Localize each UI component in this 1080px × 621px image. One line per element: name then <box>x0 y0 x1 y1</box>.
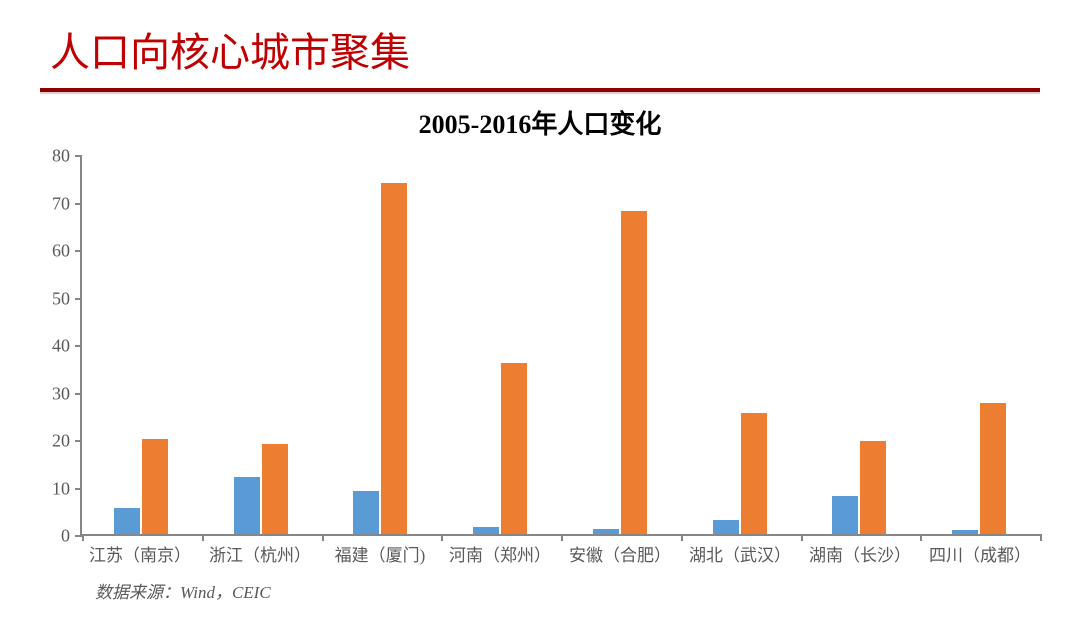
y-tick-mark <box>75 440 82 442</box>
x-tick-mark <box>202 534 204 541</box>
y-tick-mark <box>75 298 82 300</box>
bar <box>593 529 619 534</box>
chart-title: 2005-2016年人口变化 <box>40 104 1040 141</box>
y-tick-label: 70 <box>52 193 70 214</box>
x-tick-mark <box>561 534 563 541</box>
x-tick-label: 安徽（合肥） <box>560 541 680 566</box>
bar <box>381 183 407 535</box>
y-tick-label: 50 <box>52 288 70 309</box>
bar <box>114 508 140 534</box>
plot-area <box>80 156 1040 536</box>
x-tick-label: 浙江（杭州） <box>200 541 320 566</box>
bar <box>621 211 647 534</box>
bar-group <box>801 156 921 534</box>
bar <box>952 530 978 534</box>
source-label: 数据来源：Wind，CEIC <box>95 578 271 603</box>
bar-group <box>441 156 561 534</box>
x-tick-mark <box>322 534 324 541</box>
x-tick-label: 福建（厦门) <box>320 541 440 566</box>
y-tick-mark <box>75 488 82 490</box>
bar-group <box>681 156 801 534</box>
bar-group <box>82 156 202 534</box>
y-tick-mark <box>75 535 82 537</box>
bar <box>501 363 527 534</box>
bar-group <box>561 156 681 534</box>
x-tick-label: 湖北（武汉） <box>680 541 800 566</box>
y-tick-mark <box>75 155 82 157</box>
bar <box>713 520 739 534</box>
x-tick-label: 湖南（长沙） <box>800 541 920 566</box>
y-tick-label: 40 <box>52 336 70 357</box>
y-tick-mark <box>75 203 82 205</box>
bar-group <box>920 156 1040 534</box>
y-tick-mark <box>75 345 82 347</box>
bars-container <box>82 156 1040 534</box>
bar-group <box>322 156 442 534</box>
x-tick-mark <box>681 534 683 541</box>
x-tick-mark <box>1040 534 1042 541</box>
y-axis: 01020304050607080 <box>40 156 75 536</box>
x-labels: 江苏（南京）浙江（杭州）福建（厦门)河南（郑州）安徽（合肥）湖北（武汉）湖南（长… <box>80 541 1040 566</box>
x-tick-mark <box>801 534 803 541</box>
page-title: 人口向核心城市聚集 <box>50 20 1040 78</box>
bar <box>980 403 1006 534</box>
bar <box>473 527 499 534</box>
x-tick-label: 四川（成都） <box>920 541 1040 566</box>
x-tick-mark <box>82 534 84 541</box>
y-tick-label: 10 <box>52 478 70 499</box>
y-tick-label: 30 <box>52 383 70 404</box>
bar <box>832 496 858 534</box>
y-tick-label: 60 <box>52 241 70 262</box>
y-tick-label: 0 <box>61 526 70 547</box>
bar <box>353 491 379 534</box>
bar <box>741 413 767 534</box>
y-tick-mark <box>75 393 82 395</box>
x-tick-mark <box>920 534 922 541</box>
y-tick-mark <box>75 250 82 252</box>
bar <box>142 439 168 534</box>
y-tick-label: 20 <box>52 431 70 452</box>
chart-container: 01020304050607080 江苏（南京）浙江（杭州）福建（厦门)河南（郑… <box>40 156 1040 576</box>
x-tick-mark <box>441 534 443 541</box>
x-tick-label: 江苏（南京） <box>80 541 200 566</box>
y-tick-label: 80 <box>52 146 70 167</box>
x-tick-label: 河南（郑州） <box>440 541 560 566</box>
bar-group <box>202 156 322 534</box>
divider-shadow <box>40 92 1040 94</box>
bar <box>262 444 288 534</box>
bar <box>860 441 886 534</box>
bar <box>234 477 260 534</box>
